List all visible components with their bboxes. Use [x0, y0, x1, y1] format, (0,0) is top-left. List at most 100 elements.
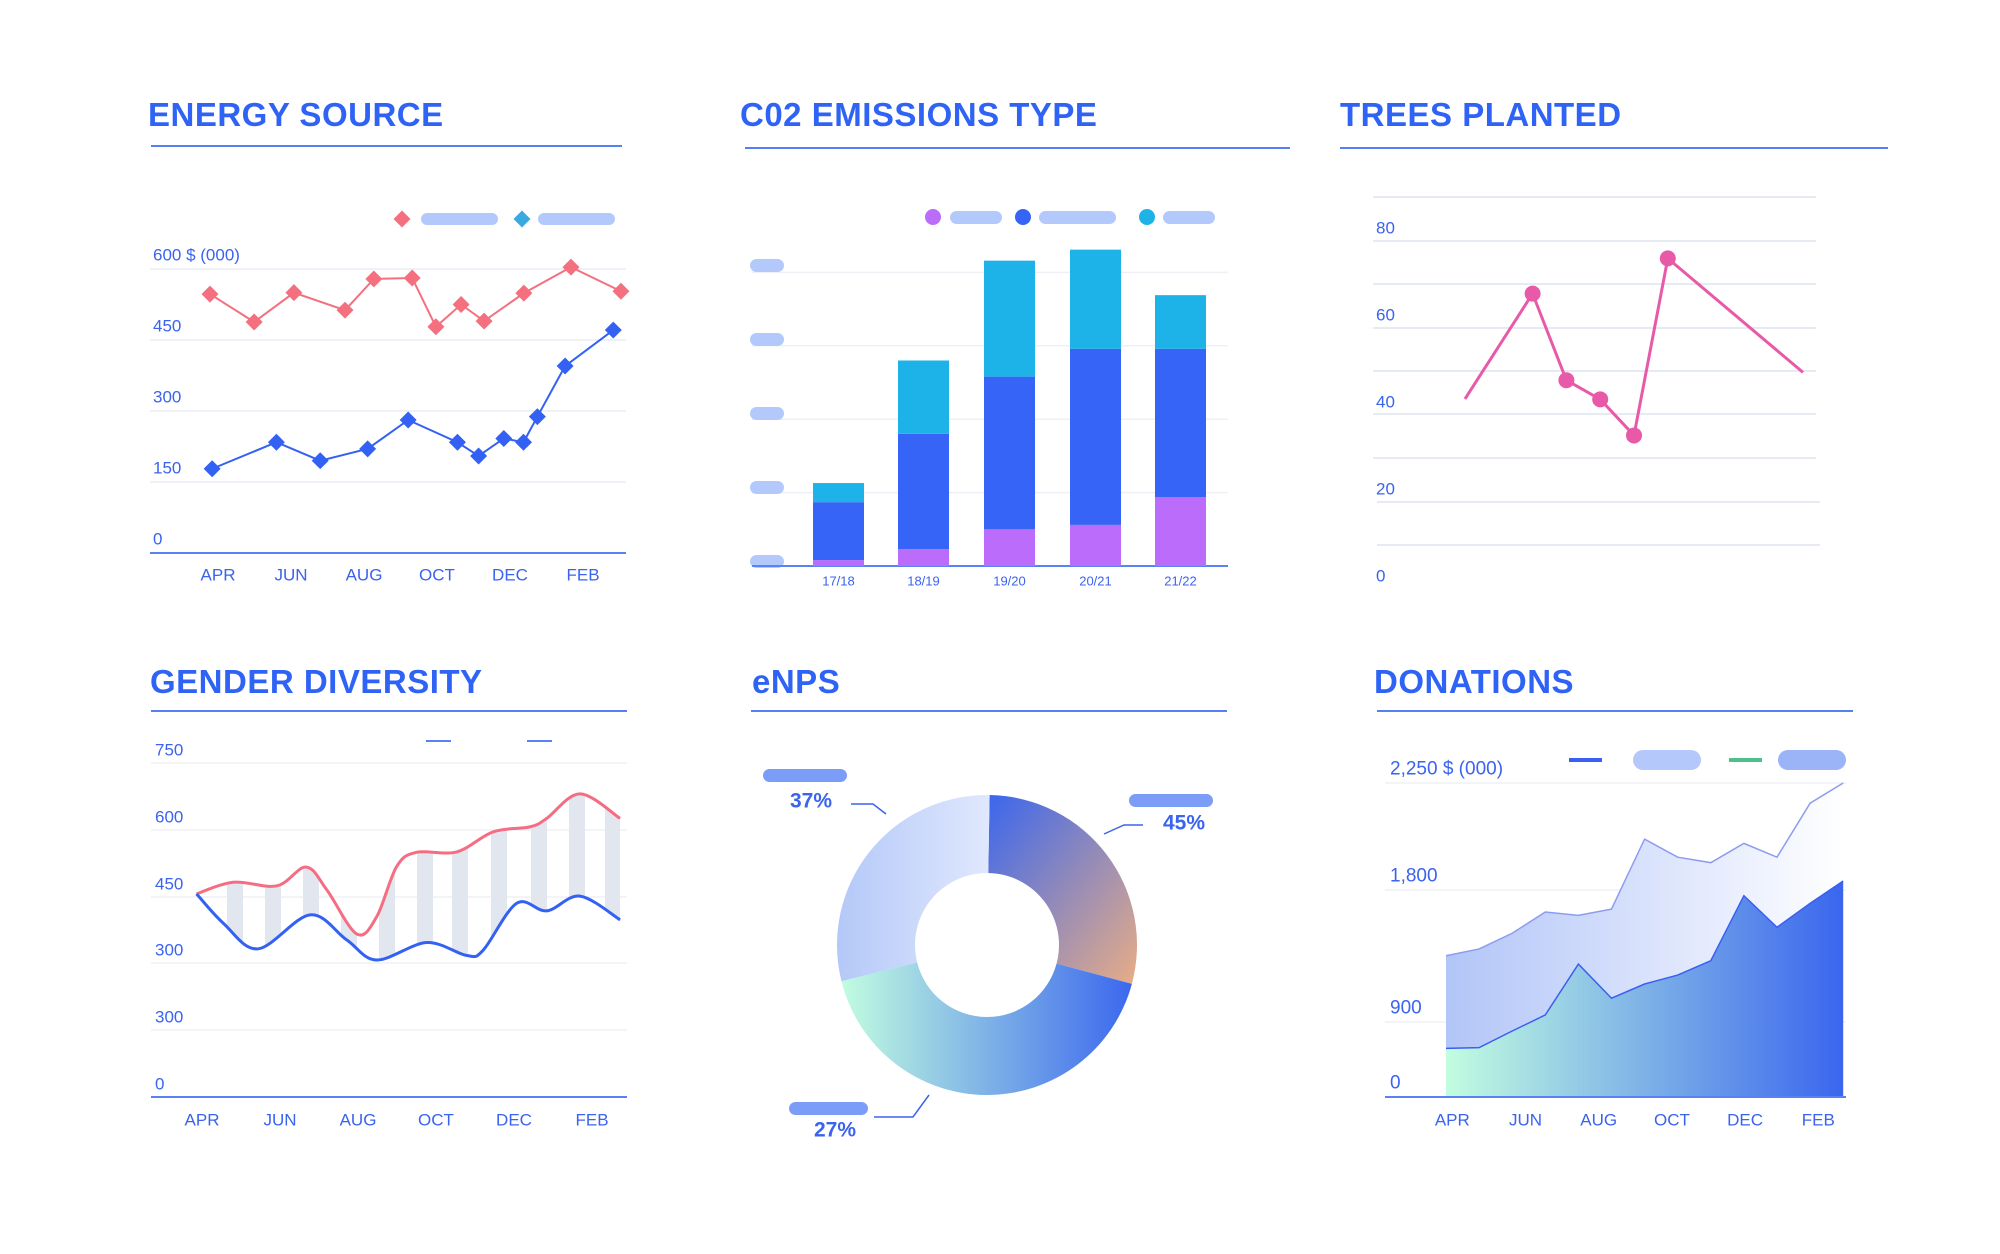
donations-y-tick-label: 900: [1390, 998, 1422, 1019]
energy-y-tick-label: 600 $ (000): [153, 246, 240, 265]
donations-x-tick-label: APR: [1435, 1111, 1470, 1130]
co2-y-label-placeholder: [750, 259, 784, 272]
donations-legend-label-placeholder-1: [1633, 750, 1701, 770]
enps-slice-2: [841, 962, 1132, 1095]
energy-title-divider: [151, 145, 622, 147]
energy-series-1-point: [336, 301, 354, 319]
trees-title-divider: [1340, 147, 1888, 149]
trees-y-tick-label: 20: [1376, 480, 1395, 499]
energy-legend-label-placeholder-2: [538, 213, 615, 225]
enps-slice-2-label-placeholder: [789, 1102, 868, 1115]
co2-bar-segment-1: [1070, 524, 1121, 566]
energy-series-1-point: [515, 284, 533, 302]
donations-area-2: [1446, 880, 1844, 1097]
gender-band-column: [265, 793, 281, 960]
co2-emissions-title: C02 EMISSIONS TYPE: [740, 96, 1098, 133]
energy-legend-marker-1: [393, 210, 411, 228]
energy-series-1-point: [452, 296, 470, 313]
donations-title: DONATIONS: [1374, 663, 1575, 700]
enps-slice-3-leader: [851, 803, 887, 815]
co2-bar-segment-2: [1155, 348, 1206, 498]
energy-y-tick-label: 300: [153, 388, 181, 407]
trees-line: [1463, 255, 1804, 439]
co2-bar-segment-1: [1155, 497, 1206, 566]
energy-y-tick-label: 0: [153, 530, 162, 549]
energy-y-tick-label: 450: [153, 317, 181, 336]
trees-point: [1626, 427, 1642, 444]
energy-legend-marker-2: [513, 210, 531, 228]
co2-bar-segment-3: [1070, 249, 1121, 349]
energy-series-2-point: [528, 408, 546, 426]
energy-x-tick-label: JUN: [274, 566, 307, 585]
co2-x-tick-label: 17/18: [822, 574, 855, 589]
energy-series-1-point: [427, 318, 445, 336]
energy-series-1-point: [403, 269, 421, 287]
gender-band-column: [491, 793, 507, 960]
co2-legend-dot-3: [1139, 209, 1155, 225]
trees-point: [1524, 285, 1541, 302]
co2-bar-segment-3: [1155, 295, 1206, 349]
donations-x-tick-label: OCT: [1654, 1111, 1690, 1130]
gender-y-tick-label: 300: [155, 941, 183, 960]
enps-slice-2-percent: 27%: [814, 1119, 856, 1142]
co2-bar-segment-1: [813, 560, 864, 566]
energy-series-1-point: [285, 284, 303, 302]
co2-bar-segment-2: [984, 376, 1035, 530]
co2-legend-dot-1: [925, 209, 941, 225]
gender-y-tick-label: 450: [155, 875, 183, 894]
energy-source-title: ENERGY SOURCE: [148, 96, 444, 133]
enps-slice-3-percent: 37%: [790, 790, 832, 813]
gender-diversity-title: GENDER DIVERSITY: [150, 663, 483, 700]
gender-band-columns: [227, 793, 621, 960]
energy-x-tick-label: DEC: [492, 566, 528, 585]
enps-slice-1-label-placeholder: [1129, 794, 1213, 807]
energy-series-1-point: [201, 285, 219, 303]
energy-series-2-point: [448, 433, 466, 451]
gender-band-column: [227, 793, 243, 960]
energy-x-tick-label: AUG: [346, 566, 383, 585]
gender-series-1-curve: [196, 792, 621, 937]
enps-slice-3-label-placeholder: [763, 769, 847, 782]
gender-band-column: [569, 793, 585, 960]
co2-bar-segment-3: [898, 360, 949, 434]
energy-legend-label-placeholder-1: [421, 213, 498, 225]
donations-x-tick-label: JUN: [1509, 1111, 1542, 1130]
energy-y-tick-label: 150: [153, 459, 181, 478]
co2-y-label-placeholder: [750, 407, 784, 420]
energy-x-tick-label: APR: [201, 566, 236, 585]
gender-x-tick-label: AUG: [340, 1111, 377, 1130]
trees-point: [1659, 250, 1676, 267]
donations-x-tick-label: FEB: [1802, 1111, 1835, 1130]
energy-series-1-point: [245, 313, 263, 331]
energy-x-tick-label: OCT: [419, 566, 455, 585]
gender-x-tick-label: APR: [185, 1111, 220, 1130]
energy-series-2-line: [211, 329, 614, 470]
energy-series-2-point: [359, 440, 377, 458]
trees-y-tick-label: 0: [1376, 567, 1385, 586]
enps-slice-2-leader: [874, 1094, 930, 1118]
gender-band-column: [379, 793, 395, 960]
donations-x-tick-label: DEC: [1727, 1111, 1763, 1130]
trees-y-tick-label: 40: [1376, 393, 1395, 412]
energy-series-1-point: [365, 270, 383, 288]
gender-x-tick-label: JUN: [263, 1111, 296, 1130]
donations-y-tick-label: 1,800: [1390, 866, 1438, 887]
gender-y-tick-label: 0: [155, 1075, 164, 1094]
gender-x-tick-label: FEB: [575, 1111, 608, 1130]
gender-x-tick-label: OCT: [418, 1111, 454, 1130]
energy-series-2-point: [515, 433, 532, 451]
energy-series-1-line: [209, 265, 622, 329]
donations-x-tick-label: AUG: [1580, 1111, 1617, 1130]
co2-x-tick-label: 20/21: [1079, 574, 1112, 589]
energy-series-2-point: [311, 452, 329, 470]
co2-legend-label-placeholder-1: [950, 211, 1002, 224]
enps-title-divider: [751, 710, 1227, 712]
co2-y-label-placeholder: [750, 555, 784, 568]
co2-legend-dot-2: [1015, 209, 1031, 225]
co2-bar-segment-1: [984, 529, 1035, 566]
co2-bar-segment-2: [1070, 348, 1121, 525]
co2-bar-segment-3: [813, 483, 864, 503]
trees-y-tick-label: 60: [1376, 306, 1395, 325]
gender-band-column: [605, 793, 621, 960]
